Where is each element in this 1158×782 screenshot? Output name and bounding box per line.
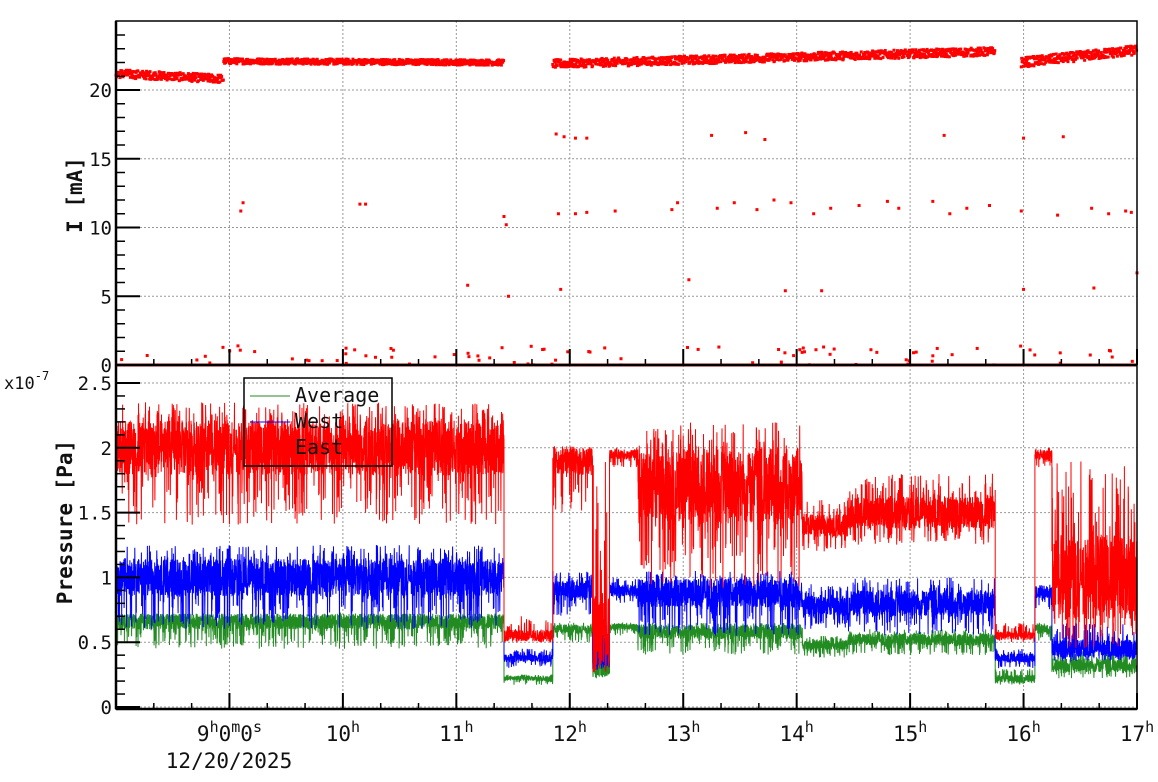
top-panel-grid [116, 21, 1137, 366]
x-tick-label: 9h0m0s [197, 718, 262, 746]
top-y-tick-label: 15 [89, 149, 112, 171]
x-tick-label: 13h [666, 718, 700, 746]
bottom-y-tick-label: 2.5 [78, 373, 112, 395]
top-y-tick-label: 0 [101, 355, 112, 377]
top-y-axis-title: I [mA] [63, 157, 87, 233]
bottom-y-tick-label: 0 [101, 697, 112, 719]
legend-label-west: West [295, 409, 343, 433]
pressure-scale-label: x10-7 [4, 369, 49, 394]
top-y-tick-label: 20 [89, 80, 112, 102]
axes-frame [114, 20, 1138, 711]
x-tick-label: 11h [439, 718, 473, 746]
bottom-y-tick-label: 1.5 [78, 503, 112, 525]
bottom-y-tick-label: 0.5 [78, 632, 112, 654]
legend-label-east: East [295, 435, 343, 459]
bottom-y-axis-title: Pressure [Pa] [53, 440, 77, 604]
scale-base: x10 [4, 374, 35, 394]
x-tick-label: 14h [780, 718, 814, 746]
top-y-tick-label: 5 [101, 286, 112, 308]
tick-labels: 0 5 10 15 20 0 0.5 1 1.5 2 2.5 9h0m0s 10h 11h 12h 13h 14… [78, 80, 1154, 746]
legend-box [243, 377, 393, 467]
x-tick-label: 16h [1006, 718, 1040, 746]
bottom-y-tick-label: 2 [101, 438, 112, 460]
legend: Average West East [243, 377, 393, 467]
top-y-tick-label: 10 [89, 218, 112, 240]
scale-exponent: -7 [35, 369, 49, 383]
bottom-y-tick-label: 1 [101, 567, 112, 589]
x-tick-label: 17h [1120, 718, 1154, 746]
current-series [114, 44, 1139, 367]
date-label: 12/20/2025 [166, 749, 292, 773]
x-tick-label: 12h [553, 718, 587, 746]
legend-label-average: Average [295, 383, 379, 407]
pressure-series [115, 402, 1138, 685]
x-tick-label: 10h [326, 718, 360, 746]
x-tick-label: 15h [893, 718, 927, 746]
